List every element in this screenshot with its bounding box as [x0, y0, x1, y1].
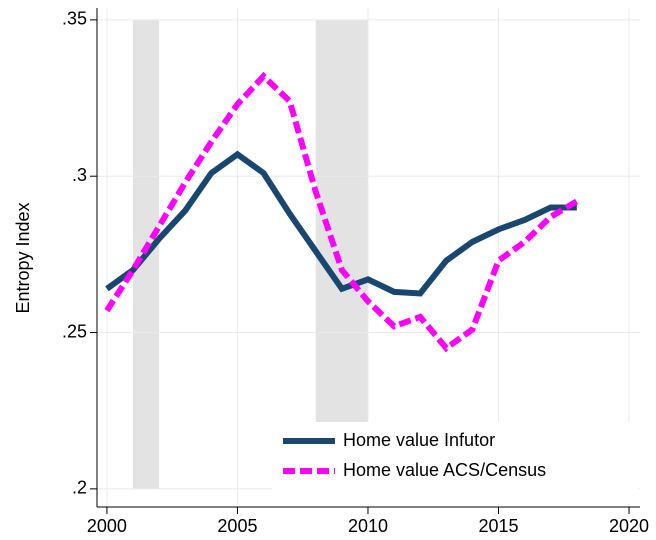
x-tick-label: 2020 — [609, 516, 649, 535]
y-tick-label: .2 — [72, 478, 87, 498]
x-tick-label: 2000 — [87, 516, 127, 535]
legend-label: Home value Infutor — [343, 430, 495, 450]
x-tick-label: 2015 — [478, 516, 518, 535]
x-tick-label: 2005 — [217, 516, 257, 535]
legend-label: Home value ACS/Census — [343, 460, 546, 480]
series-line — [105, 150, 577, 297]
y-axis-label: Entropy Index — [13, 202, 33, 313]
y-tick-label: .25 — [62, 321, 87, 341]
shaded-region — [315, 19, 368, 489]
x-tick-label: 2010 — [348, 516, 388, 535]
series-line — [104, 71, 579, 353]
y-tick-label: .3 — [72, 165, 87, 185]
y-tick-label: .35 — [62, 9, 87, 29]
legend-box — [272, 422, 638, 504]
